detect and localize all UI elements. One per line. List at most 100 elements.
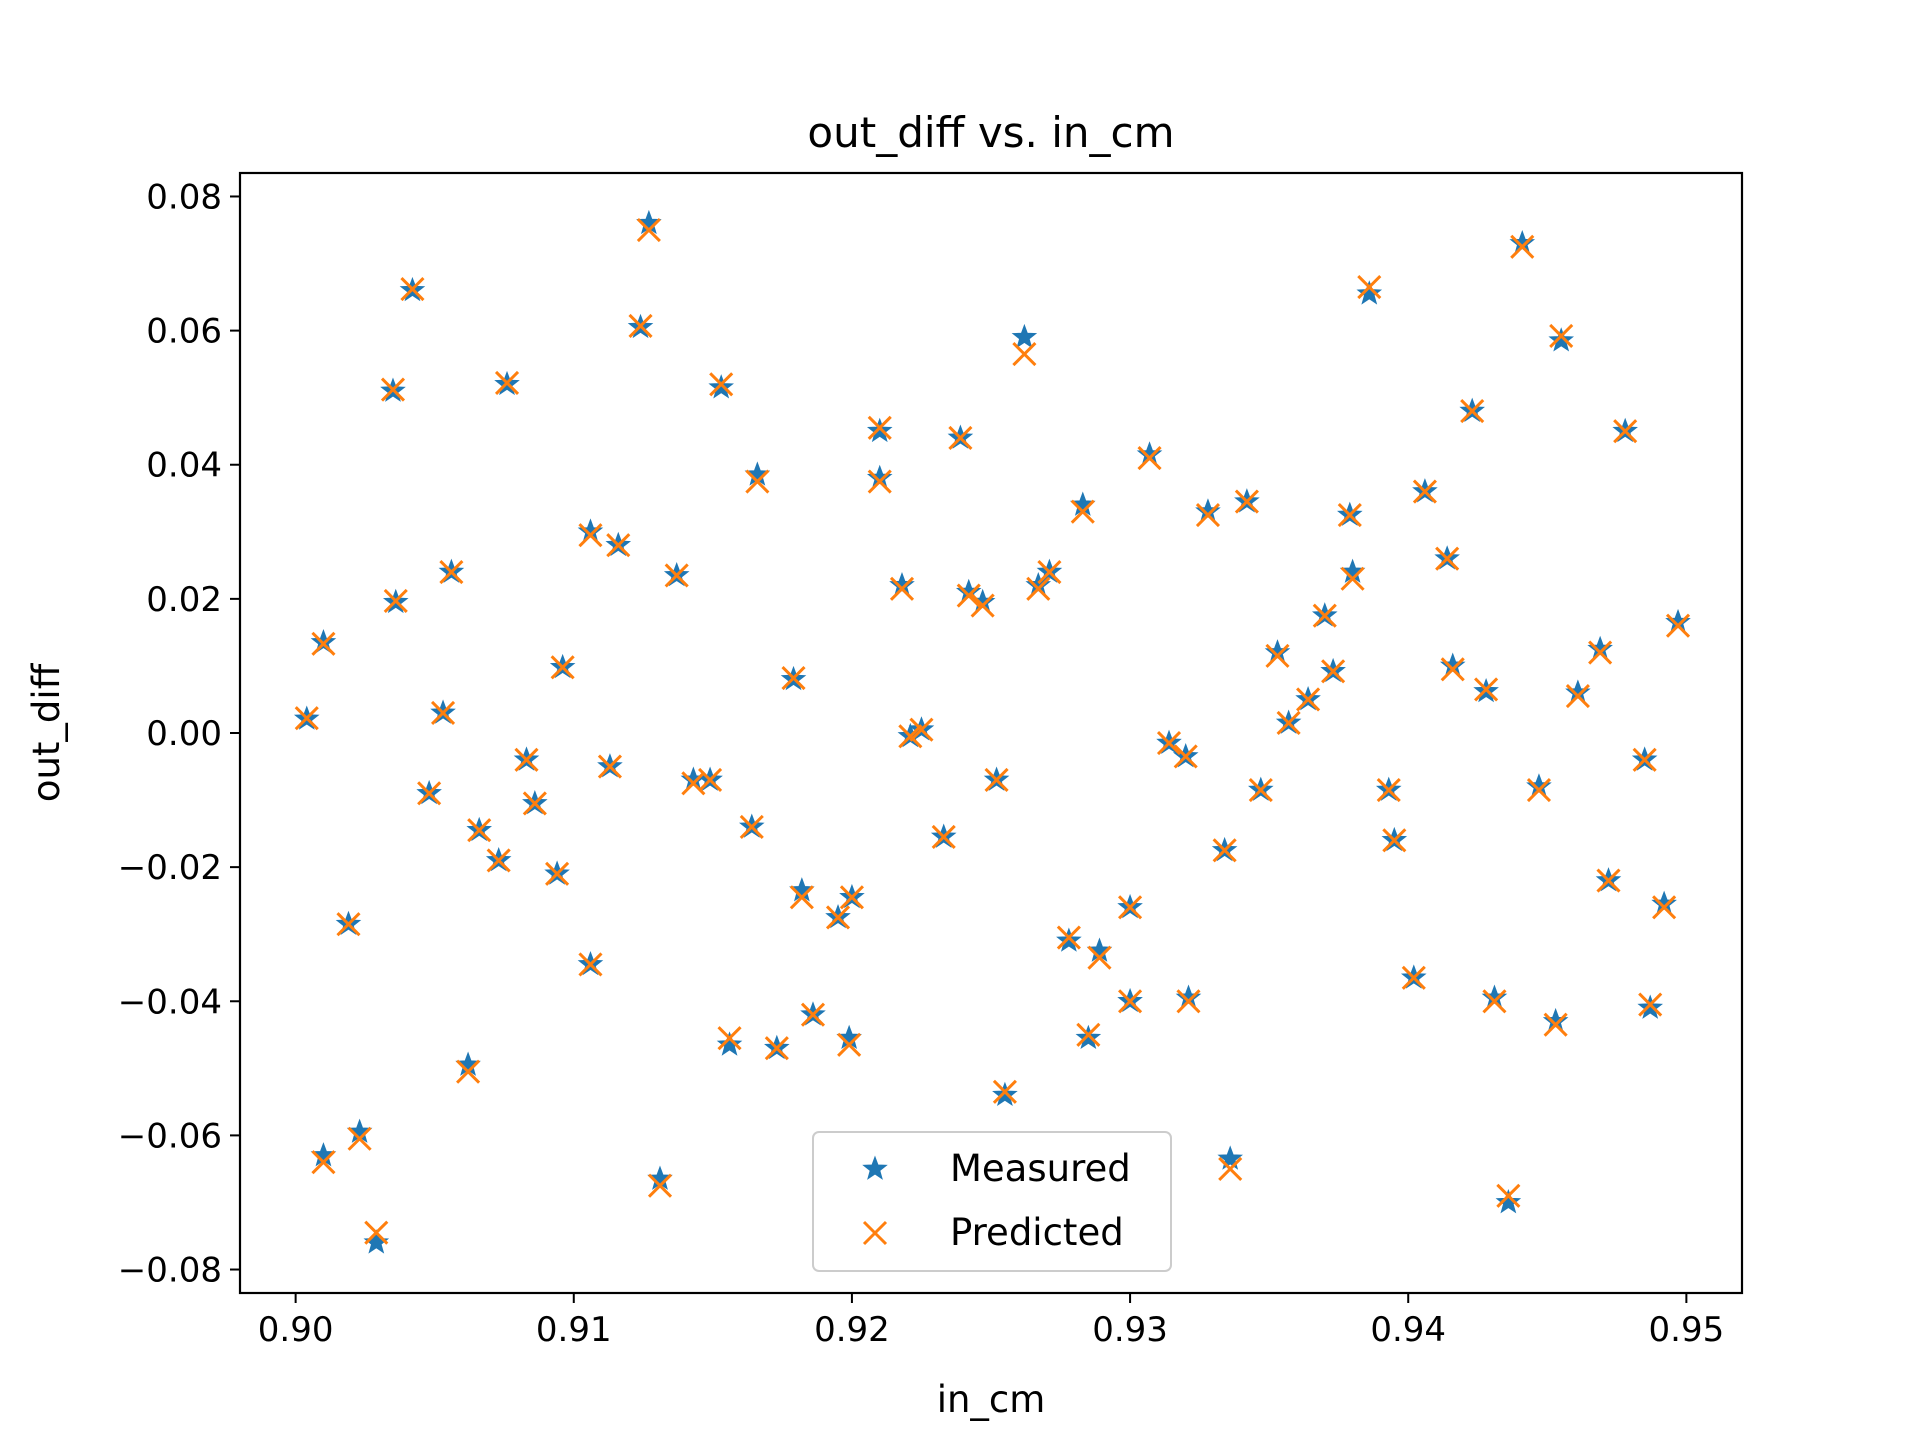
predicted-point	[909, 717, 934, 742]
predicted-point	[486, 848, 511, 873]
predicted-point	[745, 469, 770, 494]
predicted-point	[578, 523, 603, 548]
series-predicted	[294, 217, 1691, 1245]
predicted-point	[545, 861, 570, 886]
predicted-point	[970, 593, 995, 618]
predicted-point	[636, 217, 661, 243]
predicted-point	[1510, 234, 1535, 259]
y-tick-label: 0.02	[146, 580, 222, 620]
predicted-point	[1265, 643, 1290, 668]
y-tick-label: 0.00	[146, 714, 222, 754]
x-tick-label: 0.93	[1092, 1310, 1168, 1350]
predicted-point	[1137, 445, 1162, 471]
plot-area: 0.90 0.91 0.92 0.93 0.94 0.95 −0.08 −0.06 −0.04…	[118, 171, 1744, 1350]
predicted-point	[956, 583, 981, 608]
predicted-point	[781, 665, 806, 691]
predicted-point	[1218, 1156, 1243, 1181]
x-tick-label: 0.94	[1370, 1310, 1446, 1350]
predicted-point	[380, 377, 406, 402]
predicted-point	[1435, 546, 1460, 571]
predicted-point	[1276, 710, 1301, 736]
legend-marker-measured	[862, 1155, 888, 1180]
measured-point	[1548, 327, 1574, 352]
predicted-point	[1321, 659, 1346, 684]
predicted-point	[1565, 684, 1590, 709]
predicted-point	[494, 370, 520, 395]
predicted-point	[1012, 342, 1037, 367]
predicted-point	[1118, 989, 1143, 1014]
predicted-point	[1376, 777, 1401, 803]
y-axis-label: out_diff	[25, 662, 68, 802]
x-axis: 0.90 0.91 0.92 0.93 0.94 0.95	[258, 1293, 1724, 1350]
predicted-point	[1248, 777, 1273, 803]
predicted-point	[717, 1026, 742, 1051]
measured-point	[866, 417, 893, 443]
predicted-point	[347, 1126, 372, 1151]
predicted-point	[1070, 499, 1095, 524]
x-tick-label: 0.95	[1649, 1310, 1725, 1350]
axes-frame	[238, 171, 1744, 1295]
predicted-point	[1665, 613, 1691, 638]
y-tick-label: −0.04	[118, 982, 222, 1022]
predicted-point	[1156, 730, 1182, 756]
predicted-point	[578, 952, 603, 977]
predicted-point	[739, 814, 764, 839]
predicted-point	[825, 905, 851, 930]
predicted-point	[664, 563, 689, 588]
predicted-point	[383, 588, 408, 613]
predicted-point	[984, 767, 1009, 793]
predicted-point	[709, 372, 734, 397]
predicted-point	[400, 276, 425, 302]
predicted-point	[467, 818, 492, 843]
legend-predicted-symbol	[862, 1220, 888, 1246]
predicted-point	[1440, 657, 1465, 682]
predicted-point	[948, 425, 973, 450]
predicted-point	[931, 824, 956, 850]
x-axis-label: in_cm	[937, 1378, 1046, 1421]
predicted-point	[417, 781, 442, 806]
y-tick-label: 0.04	[146, 446, 222, 486]
predicted-point	[456, 1059, 481, 1084]
y-axis: −0.08 −0.06 −0.04 −0.02 0.00 0.02 0.04 0.06 0.08	[118, 177, 240, 1291]
predicted-point	[1087, 945, 1112, 970]
measured-point	[992, 1081, 1018, 1107]
predicted-point	[597, 754, 622, 779]
predicted-point	[889, 576, 915, 601]
measured-point	[708, 374, 734, 399]
measured-point	[1056, 927, 1082, 952]
legend-label-measured: Measured	[950, 1147, 1131, 1190]
predicted-point	[1076, 1022, 1101, 1047]
legend: Measured Predicted	[812, 1131, 1172, 1272]
predicted-point	[1543, 1012, 1568, 1037]
predicted-point	[1460, 399, 1485, 424]
predicted-point	[1474, 677, 1499, 702]
predicted-point	[867, 415, 892, 440]
predicted-point	[1382, 828, 1407, 853]
predicted-point	[1357, 274, 1382, 300]
y-tick-label: −0.08	[118, 1251, 222, 1291]
predicted-point	[1118, 895, 1143, 920]
measured-point	[1075, 1024, 1102, 1050]
predicted-point	[1312, 603, 1337, 628]
data-series	[293, 209, 1691, 1254]
y-tick-label: −0.02	[118, 848, 222, 888]
measured-point	[1356, 280, 1383, 305]
measured-point	[1637, 994, 1663, 1019]
predicted-point	[867, 469, 892, 494]
predicted-point	[1173, 744, 1198, 769]
x-tick-label: 0.92	[814, 1310, 890, 1350]
measured-point	[363, 1229, 390, 1254]
predicted-point	[606, 533, 631, 558]
predicted-point	[1056, 925, 1081, 950]
y-tick-label: 0.08	[146, 177, 222, 217]
predicted-point	[1212, 838, 1237, 863]
predicted-point	[1482, 989, 1507, 1014]
y-tick-label: 0.06	[146, 312, 222, 352]
x-tick-label: 0.90	[258, 1310, 334, 1350]
chart-title: out_diff vs. in_cm	[807, 108, 1174, 157]
x-tick-label: 0.91	[536, 1310, 612, 1350]
predicted-point	[698, 767, 723, 793]
predicted-point	[1026, 576, 1051, 601]
predicted-point	[439, 559, 464, 585]
predicted-point	[1401, 965, 1426, 990]
